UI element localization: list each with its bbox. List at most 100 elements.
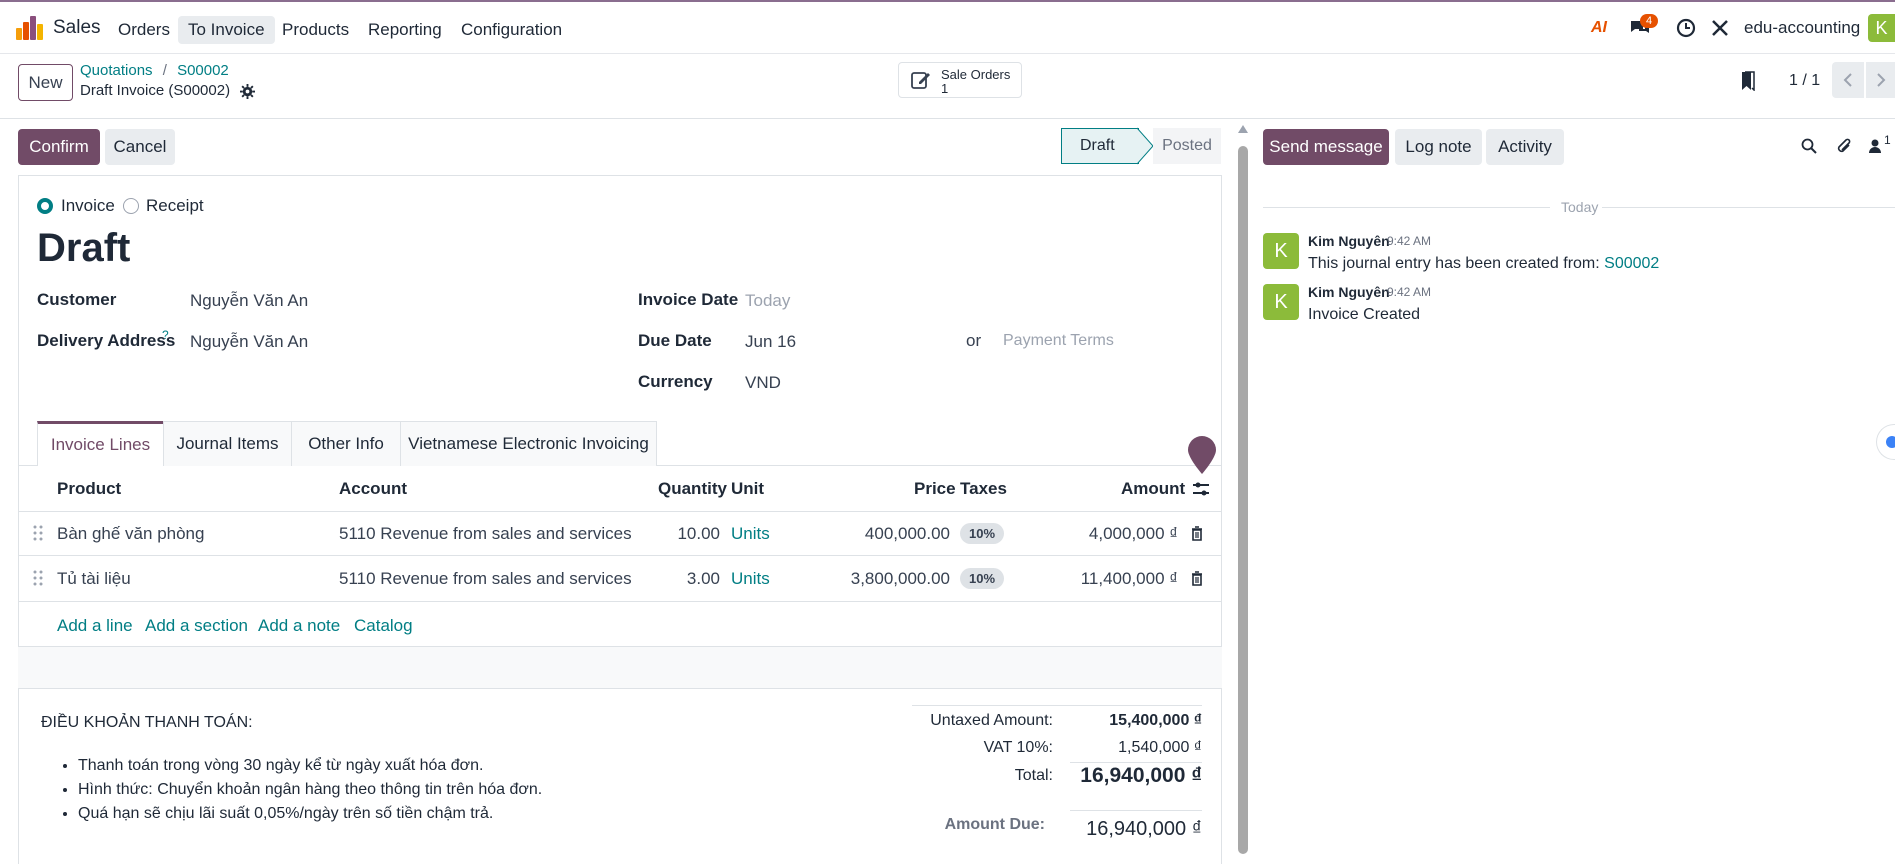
tab-other-info[interactable]: Other Info <box>291 421 401 466</box>
terms-list: Thanh toán trong vòng 30 ngày kể từ ngày… <box>60 754 542 826</box>
message-link[interactable]: S00002 <box>1604 255 1660 272</box>
row-product[interactable]: Bàn ghế văn phòng <box>57 524 205 543</box>
col-price[interactable]: Price <box>914 479 956 498</box>
followers-icon[interactable] <box>1868 136 1882 156</box>
activity-button[interactable]: Activity <box>1486 129 1564 165</box>
breadcrumb-quotations[interactable]: Quotations <box>80 62 153 79</box>
confirm-button[interactable]: Confirm <box>18 129 100 165</box>
col-product[interactable]: Product <box>57 479 122 498</box>
floating-assistant-icon[interactable] <box>1876 424 1895 460</box>
tools-icon[interactable] <box>1708 16 1732 40</box>
col-taxes[interactable]: Taxes <box>960 479 1007 498</box>
search-icon[interactable] <box>1799 136 1819 156</box>
pager-value[interactable]: 1 / 1 <box>1789 72 1821 89</box>
status-posted[interactable]: Posted <box>1153 128 1221 164</box>
add-section-link[interactable]: Add a section <box>145 616 249 635</box>
scrollbar-thumb[interactable] <box>1238 146 1248 854</box>
due-date-field[interactable]: Jun 16 <box>745 332 797 351</box>
receipt-radio-label[interactable]: Receipt <box>146 196 204 215</box>
tab-vn-einvoicing[interactable]: Vietnamese Electronic Invoicing <box>400 421 657 466</box>
bookmark-icon[interactable] <box>1738 70 1758 92</box>
col-account[interactable]: Account <box>339 479 407 498</box>
menu-to-invoice[interactable]: To Invoice <box>178 16 275 44</box>
message-author[interactable]: Kim Nguyên <box>1308 284 1390 300</box>
row-product[interactable]: Tủ tài liệu <box>57 569 131 588</box>
status-draft[interactable]: Draft <box>1061 128 1139 164</box>
col-unit[interactable]: Unit <box>731 479 765 498</box>
row-quantity[interactable]: 10.00 <box>677 524 720 543</box>
cancel-button[interactable]: Cancel <box>105 129 175 165</box>
untaxed-amount-value: 15,400,000 ₫ <box>1109 712 1202 729</box>
delete-trash-icon[interactable] <box>1189 569 1205 587</box>
record-title: Draft Invoice (S00002) <box>80 82 231 99</box>
col-quantity[interactable]: Quantity <box>658 479 727 498</box>
add-note-link[interactable]: Add a note <box>258 616 341 635</box>
invoice-date-field[interactable]: Today <box>745 291 791 310</box>
sale-orders-smart-button[interactable]: Sale Orders 1 <box>898 62 1022 98</box>
row-quantity[interactable]: 3.00 <box>686 569 720 588</box>
message-author[interactable]: Kim Nguyên <box>1308 233 1390 249</box>
app-name[interactable]: Sales <box>53 17 101 38</box>
total-value: 16,940,000 ₫ <box>1080 764 1202 787</box>
customer-field[interactable]: Nguyễn Văn An <box>190 291 309 310</box>
menu-reporting[interactable]: Reporting <box>368 20 442 39</box>
paperclip-icon[interactable] <box>1834 135 1854 157</box>
delete-trash-icon[interactable] <box>1189 524 1205 542</box>
invoice-radio-label[interactable]: Invoice <box>61 196 115 215</box>
add-links-divider <box>18 646 1222 647</box>
col-amount[interactable]: Amount <box>1121 479 1186 498</box>
ai-icon[interactable]: AI <box>1587 17 1611 39</box>
send-message-button[interactable]: Send message <box>1263 129 1389 165</box>
currency-field[interactable]: VND <box>745 373 781 392</box>
company-switcher[interactable]: edu-accounting <box>1744 18 1861 37</box>
menu-configuration[interactable]: Configuration <box>461 20 563 39</box>
drag-handle-icon[interactable] <box>31 569 45 587</box>
activity-label: Activity <box>1498 137 1552 156</box>
breadcrumb-separator: / <box>162 62 167 79</box>
row-tax-badge[interactable]: 10% <box>960 568 1005 589</box>
delivery-help-icon[interactable]: ? <box>162 328 169 342</box>
row-account[interactable]: 5110 Revenue from sales and services <box>339 569 632 588</box>
gear-icon[interactable] <box>238 82 256 100</box>
clock-icon[interactable] <box>1674 16 1698 40</box>
row-price[interactable]: 400,000.00 <box>864 524 950 543</box>
tab-invoice-lines[interactable]: Invoice Lines <box>37 421 164 466</box>
form-scrollbar[interactable] <box>1237 124 1249 864</box>
payment-terms-field[interactable]: Payment Terms <box>1003 332 1114 349</box>
table-row[interactable] <box>18 512 1222 556</box>
new-button[interactable]: New <box>18 64 73 101</box>
row-tax-badge[interactable]: 10% <box>960 523 1005 544</box>
tab-vn-einvoicing-label: Vietnamese Electronic Invoicing <box>408 434 649 453</box>
date-separator: Today <box>1561 199 1599 215</box>
receipt-radio[interactable] <box>123 198 139 214</box>
row-unit[interactable]: Units <box>731 569 770 588</box>
avatar[interactable]: K <box>1263 233 1299 269</box>
menu-products[interactable]: Products <box>282 20 350 39</box>
add-line-link[interactable]: Add a line <box>57 616 133 635</box>
app-logo-icon[interactable] <box>16 14 44 40</box>
row-price[interactable]: 3,800,000.00 <box>850 569 950 588</box>
row-unit[interactable]: Units <box>731 524 770 543</box>
vat-value: 1,540,000 ₫ <box>1118 739 1202 756</box>
pager-next-icon[interactable] <box>1866 62 1895 98</box>
breadcrumb-sale-order[interactable]: S00002 <box>177 62 229 79</box>
scroll-up-icon[interactable] <box>1237 124 1249 134</box>
column-settings-icon[interactable] <box>1190 478 1212 500</box>
menu-orders[interactable]: Orders <box>118 20 170 39</box>
edit-document-icon <box>909 69 933 91</box>
cancel-button-label: Cancel <box>113 137 167 156</box>
table-row[interactable] <box>18 557 1222 602</box>
amount-due-divider <box>1070 810 1202 811</box>
currency-label: Currency <box>638 372 713 391</box>
row-account[interactable]: 5110 Revenue from sales and services <box>339 524 632 543</box>
log-note-button[interactable]: Log note <box>1395 129 1482 165</box>
pager-prev-icon[interactable] <box>1832 62 1864 98</box>
drag-handle-icon[interactable] <box>31 524 45 542</box>
tab-journal-items[interactable]: Journal Items <box>163 421 292 466</box>
avatar[interactable]: K <box>1263 284 1299 320</box>
user-avatar[interactable]: K <box>1868 14 1895 42</box>
invoice-radio[interactable] <box>37 198 53 214</box>
catalog-link[interactable]: Catalog <box>354 616 413 635</box>
delivery-address-field[interactable]: Nguyễn Văn An <box>190 332 309 351</box>
invoice-state-title: Draft <box>37 226 131 270</box>
